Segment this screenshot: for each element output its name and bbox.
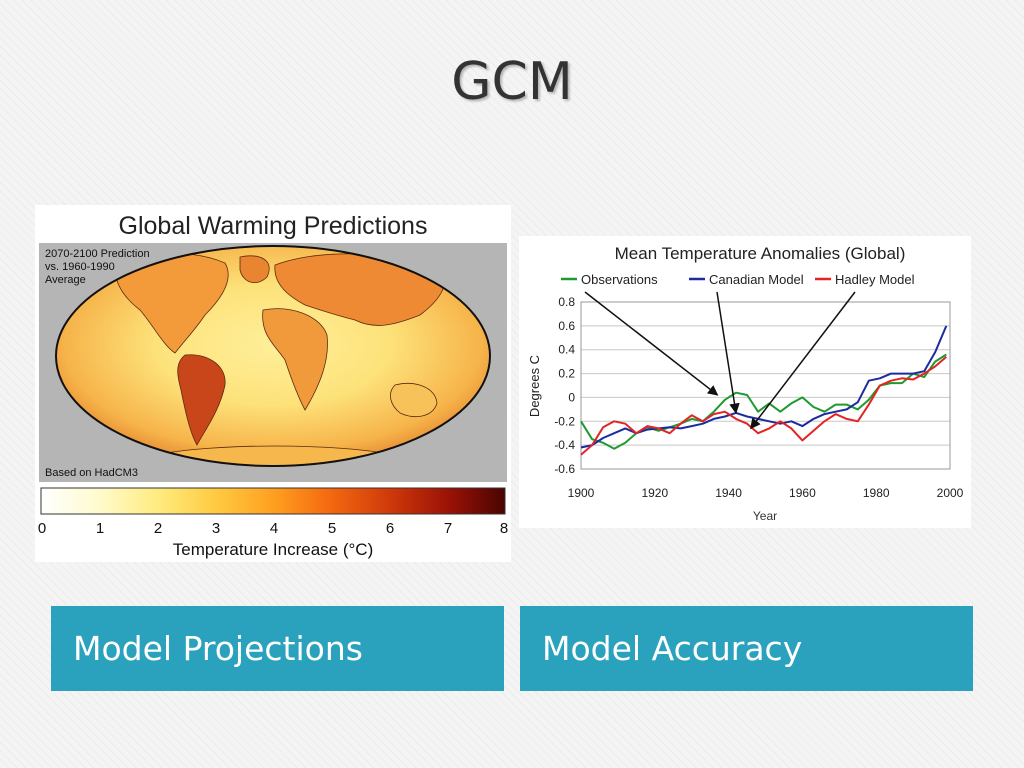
- scale-tick: 5: [328, 520, 336, 537]
- y-tick-label: 0.6: [558, 319, 575, 333]
- caption-left-label: Model Projections: [73, 629, 363, 668]
- legend-arrows: [584, 291, 856, 430]
- map-title: Global Warming Predictions: [119, 212, 428, 240]
- legend-label: Canadian Model: [709, 272, 804, 287]
- x-tick-label: 1980: [863, 486, 890, 500]
- map-source: Based on HadCM3: [45, 467, 138, 479]
- y-tick-label: 0.4: [558, 343, 575, 357]
- caption-model-projections: Model Projections: [51, 606, 504, 691]
- x-tick-label: 1920: [641, 486, 668, 500]
- x-tick-labels: 1900 1920 1940 1960 1980 2000: [568, 486, 964, 500]
- y-tick-label: -0.2: [554, 414, 575, 428]
- scale-tick: 8: [500, 520, 508, 537]
- caption-right-label: Model Accuracy: [542, 629, 803, 668]
- scale-tick: 0: [38, 520, 46, 537]
- y-tick-label: -0.4: [554, 438, 575, 452]
- legend-label: Observations: [581, 272, 658, 287]
- scale-tick: 4: [270, 520, 278, 537]
- series-line-observations: [580, 353, 947, 450]
- greenland-shape: [239, 255, 270, 284]
- color-scale-ticks: 0 1 2 3 4 5 6 7 8: [38, 520, 508, 537]
- x-tick-label: 1960: [789, 486, 816, 500]
- map-figure-svg: Global Warming Predictions 2070-2100 Pre…: [38, 212, 508, 559]
- y-axis-label: Degrees C: [527, 355, 542, 417]
- color-scale-bar: [40, 487, 506, 515]
- color-scale-label: Temperature Increase (°C): [173, 540, 373, 559]
- south-america-shape: [177, 354, 226, 446]
- australia-shape: [390, 383, 438, 418]
- series-lines: [580, 325, 948, 456]
- y-tick-label: 0.8: [558, 295, 575, 309]
- caption-model-accuracy: Model Accuracy: [520, 606, 973, 691]
- chart-grid: [581, 301, 950, 470]
- x-tick-label: 1940: [715, 486, 742, 500]
- north-america-shape: [114, 252, 229, 354]
- scale-tick: 7: [444, 520, 452, 537]
- chart-legend: Observations Canadian Model Hadley Model: [561, 272, 915, 287]
- map-note-line1: 2070-2100 Prediction: [45, 248, 150, 260]
- legend-label: Hadley Model: [835, 272, 915, 287]
- map-note-line3: Average: [45, 274, 86, 286]
- map-figure: Global Warming Predictions 2070-2100 Pre…: [35, 205, 511, 562]
- y-tick-labels: 0.8 0.6 0.4 0.2 0 -0.2 -0.4 -0.6: [554, 295, 575, 476]
- plot-frame: [580, 301, 951, 470]
- map-outline: [55, 245, 491, 467]
- series-line-hadley-model: [580, 356, 947, 456]
- chart-title: Mean Temperature Anomalies (Global): [615, 244, 906, 263]
- scale-tick: 1: [96, 520, 104, 537]
- scale-tick: 6: [386, 520, 394, 537]
- scale-tick: 3: [212, 520, 220, 537]
- continents: [114, 252, 445, 466]
- y-tick-label: 0: [568, 390, 575, 404]
- africa-shape: [262, 308, 328, 411]
- legend-arrow: [750, 291, 856, 430]
- legend-arrow: [584, 291, 719, 396]
- y-tick-label: -0.6: [554, 462, 575, 476]
- series-line-canadian-model: [580, 325, 948, 449]
- y-tick-label: 0.2: [558, 367, 575, 381]
- slide-title: GCM: [451, 52, 573, 112]
- map-note-line2: vs. 1960-1990: [45, 261, 115, 273]
- x-tick-label: 1900: [568, 486, 595, 500]
- anomaly-chart: Mean Temperature Anomalies (Global) Obse…: [519, 236, 971, 528]
- scale-tick: 2: [154, 520, 162, 537]
- legend-arrow: [716, 291, 740, 414]
- anomaly-chart-svg: Mean Temperature Anomalies (Global) Obse…: [527, 244, 964, 523]
- x-tick-label: 2000: [937, 486, 964, 500]
- x-axis-label: Year: [753, 509, 777, 523]
